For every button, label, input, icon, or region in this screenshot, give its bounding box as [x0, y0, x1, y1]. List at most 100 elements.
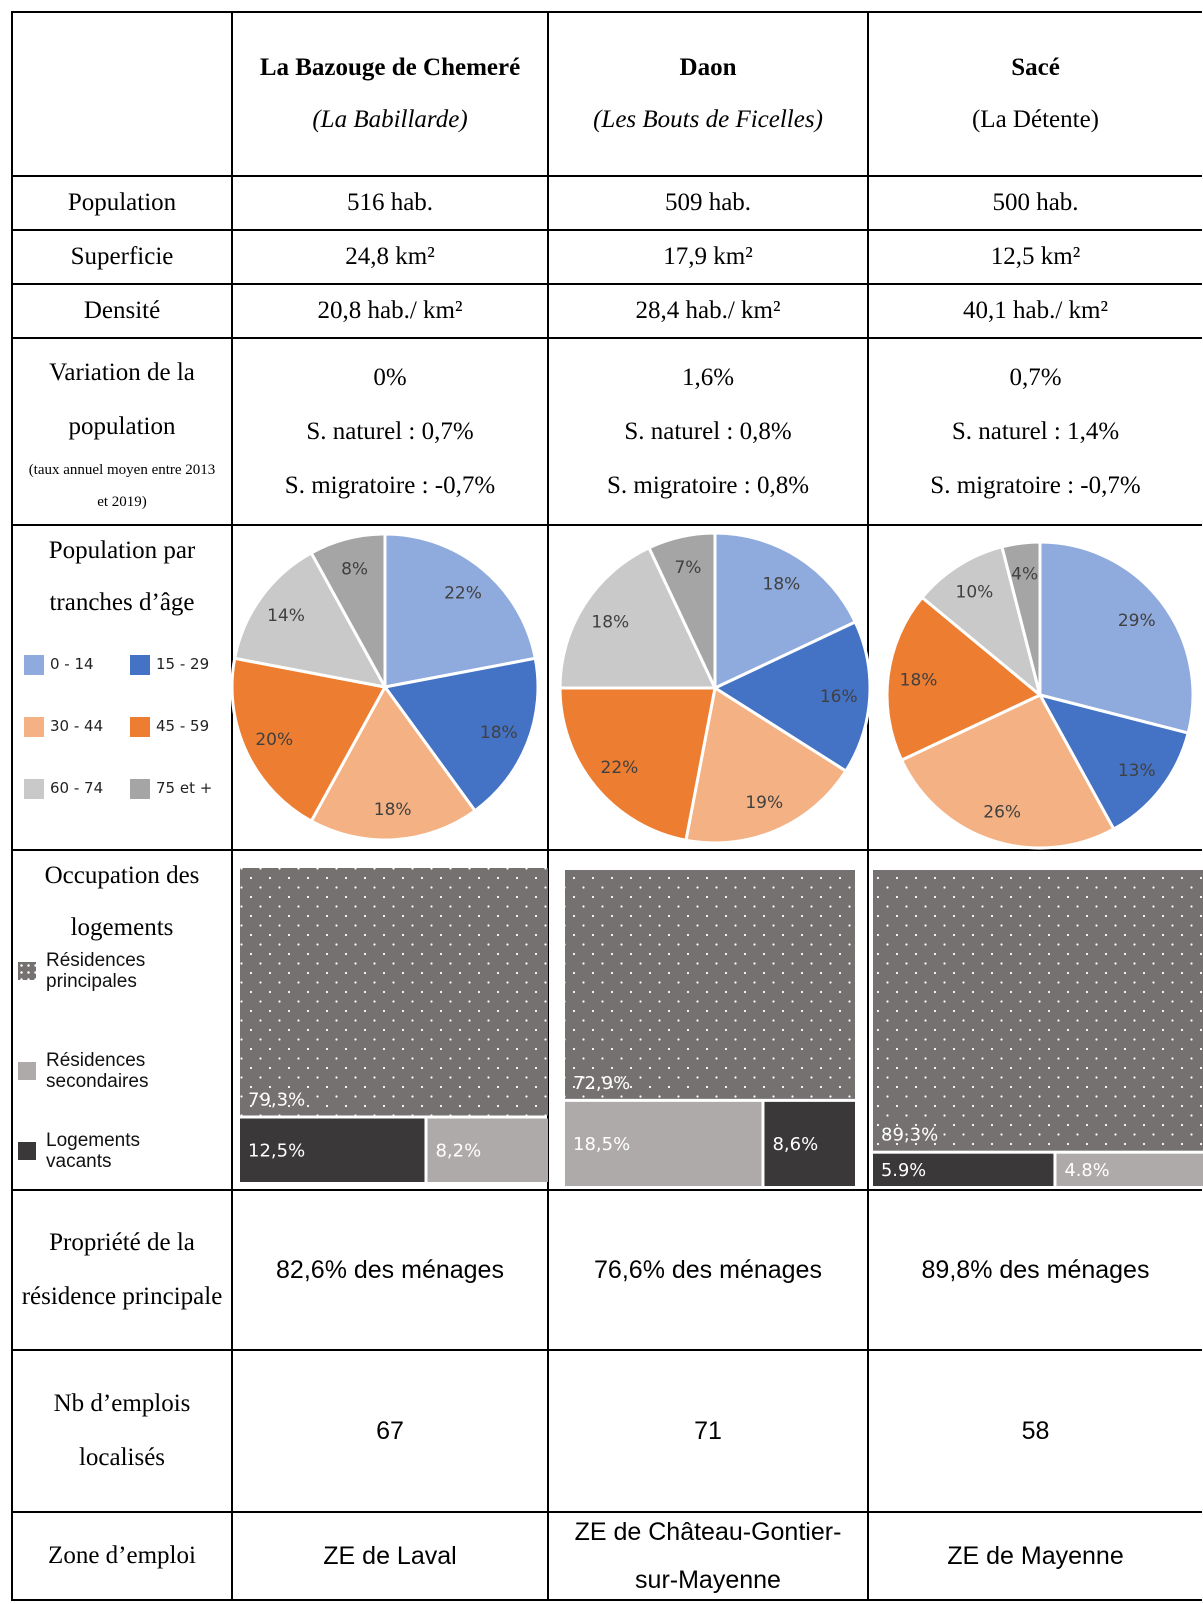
pie-slice [711, 620, 872, 774]
value-line: S. naturel : 0,7% [306, 417, 474, 445]
header-cell: Sacé (La Détente) [868, 12, 1203, 176]
pie-label: 8% [341, 559, 368, 579]
legend-label: Résidences principales [46, 950, 146, 992]
value-text: 24,8 km² [345, 243, 435, 270]
value-line: 1,6% [681, 363, 735, 391]
value-text: 20,8 hab./ km² [317, 297, 463, 324]
legend-label: 60 - 74 [50, 779, 104, 797]
pie-label: 10% [956, 583, 994, 603]
treemap-label: 18,5% [573, 1134, 630, 1155]
pie-label: 18% [763, 574, 801, 594]
value-cell: 40,1 hab./ km² [868, 284, 1203, 338]
value-line: S. naturel : 0,8% [624, 417, 792, 445]
legend-swatch [24, 779, 44, 799]
commune-subtitle: (Les Bouts de Ficelles) [593, 106, 823, 133]
legend-label: 30 - 44 [50, 717, 104, 735]
treemap-label: 8,2% [435, 1141, 481, 1162]
value-text: 40,1 hab./ km² [963, 297, 1108, 324]
value-cell: ZE de Laval [232, 1512, 548, 1600]
treemap-cell [240, 868, 548, 1116]
value-line: S. naturel : 1,4% [951, 417, 1120, 445]
treemap-label: 12,5% [248, 1141, 305, 1162]
value-cell: 67 [232, 1350, 548, 1512]
value-cell: 28,4 hab./ km² [548, 284, 868, 338]
pie-slice [1000, 540, 1042, 696]
header-cell: La Bazouge de Chemeré (La Babillarde) [232, 12, 548, 176]
row-label: Zone d’emploi [12, 1512, 232, 1600]
pie-slice [230, 656, 388, 824]
value-text: ZE de Laval [323, 1542, 457, 1570]
treemap-cell [873, 870, 1203, 1151]
row-label-text: Nb d’emplois localisés [53, 1390, 191, 1471]
treemap-cell [565, 870, 855, 1099]
value-line: S. migratoire : -0,7% [284, 471, 496, 499]
legend-swatch [24, 717, 44, 737]
treemap-cell [427, 1118, 548, 1182]
row-label-text: Variation de la population [49, 358, 195, 440]
grid-line [11, 1349, 1202, 1351]
legend-label: 45 - 59 [156, 717, 210, 735]
grid-line [11, 283, 1202, 285]
value-cell: 500 hab. [868, 176, 1203, 230]
pie-slice [647, 531, 717, 689]
commune-subtitle: (La Détente) [971, 106, 1099, 133]
value-text: 76,6% des ménages [594, 1256, 822, 1284]
legend-swatch [130, 717, 150, 737]
pie-slice [1038, 540, 1195, 735]
value-cell: ZE de Mayenne [868, 1512, 1203, 1600]
treemap-cell [565, 1101, 762, 1186]
commune-name: La Bazouge de Chemeré [259, 54, 521, 81]
row-label-text: Densité [83, 297, 161, 324]
value-text: 17,9 km² [663, 243, 753, 270]
value-cell: 509 hab. [548, 176, 868, 230]
value-cell: 82,6% des ménages [232, 1190, 548, 1350]
value-line: S. migratoire : -0,7% [930, 471, 1141, 499]
pie-label: 18% [374, 800, 412, 820]
treemap-label: 5.9% [881, 1161, 926, 1181]
pie-slice [383, 532, 538, 689]
treemap-cell [873, 1153, 1054, 1186]
pie-label: 22% [601, 758, 639, 778]
pie-slice [309, 684, 478, 842]
row-label-text: Population [67, 189, 177, 216]
grid-line [11, 175, 1202, 177]
grid-line [11, 1189, 1202, 1191]
value-text: 509 hab. [664, 189, 752, 216]
legend-swatch [130, 655, 150, 675]
grid-line [11, 524, 1202, 526]
row-label-text: Occupation des logements [44, 862, 200, 941]
value-cell: 1,6% S. naturel : 0,8% S. migratoire : 0,8… [548, 338, 868, 525]
pie-slice [558, 686, 717, 843]
pie-slice [309, 532, 387, 688]
row-label: Densité [12, 284, 232, 338]
value-cell: 0,7% S. naturel : 1,4% S. migratoire : -0,… [868, 338, 1203, 525]
legend-label: Résidences secondaires [46, 1050, 149, 1092]
header-cell: Daon (Les Bouts de Ficelles) [548, 12, 868, 176]
legend-label: Logements vacants [46, 1130, 141, 1172]
value-text: 82,6% des ménages [276, 1256, 504, 1284]
treemap-label: 72,9% [573, 1073, 630, 1094]
pie-slice [558, 545, 718, 690]
value-line: 0% [373, 363, 407, 391]
value-text: 12,5 km² [990, 243, 1081, 270]
value-cell: 24,8 km² [232, 230, 548, 284]
value-cell: 0% S. naturel : 0,7% S. migratoire : -0,7% [232, 338, 548, 525]
value-line: 0,7% [1009, 363, 1062, 391]
legend-label: 15 - 29 [156, 655, 210, 673]
value-cell: 12,5 km² [868, 230, 1203, 284]
value-text: 500 hab. [992, 189, 1079, 216]
treemap-label: 4.8% [1064, 1161, 1109, 1181]
treemap-label: 79,3% [248, 1090, 305, 1111]
value-text: 58 [1021, 1417, 1050, 1445]
value-cell: 89,8% des ménages [868, 1190, 1203, 1350]
grid-line [867, 12, 869, 1600]
value-text: ZE de Château-Gontier-sur-Mayenne [574, 1518, 842, 1594]
row-label: Population [12, 176, 232, 230]
pie-slice [382, 656, 540, 813]
legend-swatch [24, 655, 44, 675]
pie-slice [899, 693, 1116, 850]
pie-slice [1037, 692, 1191, 832]
row-label: Propriété de la résidence principale [12, 1190, 232, 1350]
value-text: 28,4 hab./ km² [635, 297, 781, 324]
